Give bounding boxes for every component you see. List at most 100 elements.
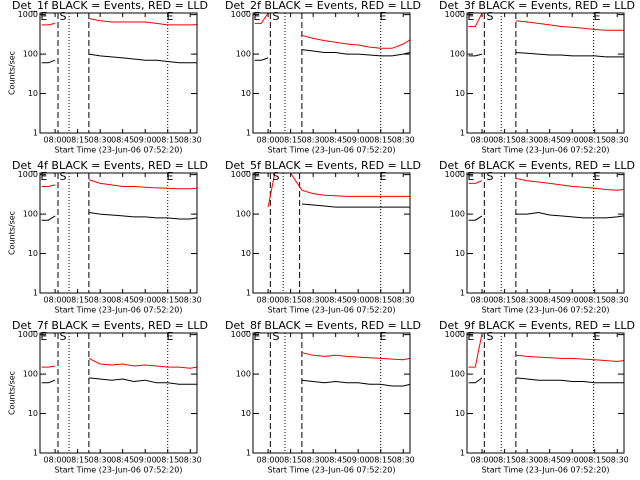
annotation: E [253, 330, 260, 343]
x-tick-label: 08:45 [324, 296, 347, 305]
chart-title: Det_8f BLACK = Events, RED = LLD [225, 319, 421, 332]
x-tick-label: 09:00 [347, 456, 370, 465]
x-tick-label: 08:15 [583, 296, 606, 305]
x-tick-label: 08:45 [111, 296, 134, 305]
chart-title: Det_7f BLACK = Events, RED = LLD [12, 319, 208, 332]
y-tick-label: 10 [241, 89, 251, 98]
y-tick-label: 1 [33, 289, 38, 298]
y-tick-label: 1 [460, 289, 465, 298]
y-tick-label: 1 [246, 129, 251, 138]
x-tick-label: 08:15 [279, 136, 302, 145]
x-tick-label: 08:30 [606, 296, 629, 305]
x-tick-label: 08:30 [302, 456, 325, 465]
x-axis-label: Start Time (23-Jun-06 07:52:20) [482, 146, 610, 155]
panel: Det_4f BLACK = Events, RED = LLD Start Ti… [8, 159, 209, 315]
y-tick-label: 1000 [231, 330, 251, 339]
x-tick-label: 08:45 [538, 136, 561, 145]
series-line [301, 352, 410, 361]
x-tick-label: 08:30 [302, 296, 325, 305]
x-axis-label: Start Time (23-Jun-06 07:52:20) [268, 466, 396, 475]
series-line [41, 179, 197, 190]
panel: Det_3f BLACK = Events, RED = LLD Start Ti… [439, 0, 635, 155]
plot-frame [252, 332, 411, 454]
plot-frame [252, 172, 411, 294]
y-tick-label: 1000 [445, 10, 465, 19]
panel: Det_2f BLACK = Events, RED = LLD Start Ti… [225, 0, 421, 155]
y-tick-label: 10 [28, 249, 38, 258]
chart-title: Det_6f BLACK = Events, RED = LLD [439, 159, 635, 172]
x-tick-label: 09:00 [561, 296, 584, 305]
plot-area [254, 13, 410, 133]
y-axis-label: Counts/sec [8, 51, 17, 95]
x-tick-label: 08:15 [493, 456, 516, 465]
series-line [468, 333, 624, 368]
x-tick-label: 08:45 [538, 456, 561, 465]
x-tick-label: 08:30 [302, 136, 325, 145]
y-tick-label: 100 [23, 210, 38, 219]
chart-title: Det_3f BLACK = Events, RED = LLD [439, 0, 635, 12]
series-line [254, 49, 410, 61]
y-tick-label: 10 [28, 409, 38, 418]
panel: Det_9f BLACK = Events, RED = LLD Start Ti… [439, 319, 635, 475]
panel: Det_5f BLACK = Events, RED = LLD Start Ti… [225, 159, 421, 315]
x-tick-label: 08:15 [156, 296, 179, 305]
x-tick-label: 08:30 [392, 136, 415, 145]
panel: Det_6f BLACK = Events, RED = LLD Start Ti… [439, 159, 635, 315]
x-tick-label: 08:00 [471, 136, 494, 145]
annotation: E [593, 330, 600, 343]
y-tick-label: 1000 [231, 10, 251, 19]
panel: Det_7f BLACK = Events, RED = LLD Start Ti… [8, 319, 209, 475]
x-tick-label: 08:30 [179, 296, 202, 305]
chart-title: Det_4f BLACK = Events, RED = LLD [12, 159, 208, 172]
x-tick-label: 09:00 [347, 136, 370, 145]
annotation: S [59, 330, 66, 343]
x-tick-label: 09:00 [134, 136, 157, 145]
plot-area [41, 13, 197, 133]
annotation: E [253, 170, 260, 183]
y-tick-label: 1000 [231, 170, 251, 179]
y-axis-label: Counts/sec [8, 211, 17, 255]
x-tick-label: 08:30 [516, 456, 539, 465]
x-tick-label: 08:30 [606, 456, 629, 465]
x-tick-label: 08:00 [44, 296, 67, 305]
y-tick-label: 10 [455, 249, 465, 258]
annotation: E [166, 330, 173, 343]
series-line [301, 203, 410, 208]
x-tick-label: 08:15 [369, 136, 392, 145]
x-tick-label: 08:45 [324, 456, 347, 465]
annotation: S [272, 170, 279, 183]
chart-title: Det_2f BLACK = Events, RED = LLD [225, 0, 421, 12]
annotation: E [253, 10, 260, 23]
y-tick-label: 100 [236, 50, 251, 59]
x-tick-label: 08:15 [66, 296, 89, 305]
x-tick-label: 08:30 [179, 456, 202, 465]
x-tick-label: 09:00 [347, 296, 370, 305]
x-tick-label: 08:15 [583, 456, 606, 465]
x-tick-label: 08:00 [44, 136, 67, 145]
plot-frame [39, 172, 198, 294]
y-tick-label: 10 [241, 409, 251, 418]
y-tick-label: 10 [28, 89, 38, 98]
x-axis-label: Start Time (23-Jun-06 07:52:20) [482, 466, 610, 475]
x-tick-label: 08:15 [369, 456, 392, 465]
annotation: E [166, 170, 173, 183]
x-tick-label: 08:45 [538, 296, 561, 305]
series-line [468, 178, 624, 191]
y-tick-label: 1 [246, 289, 251, 298]
annotation: S [59, 10, 66, 23]
series-line [468, 211, 624, 221]
plot-frame [466, 12, 625, 134]
y-tick-label: 100 [23, 370, 38, 379]
x-tick-label: 08:30 [606, 136, 629, 145]
x-tick-label: 08:15 [66, 456, 89, 465]
y-tick-label: 100 [236, 370, 251, 379]
plot-area [41, 173, 197, 293]
y-tick-label: 1 [460, 449, 465, 458]
series-line [468, 13, 624, 31]
annotation: E [40, 330, 47, 343]
plot-area [41, 333, 197, 453]
x-tick-label: 09:00 [561, 136, 584, 145]
x-tick-label: 09:00 [134, 296, 157, 305]
